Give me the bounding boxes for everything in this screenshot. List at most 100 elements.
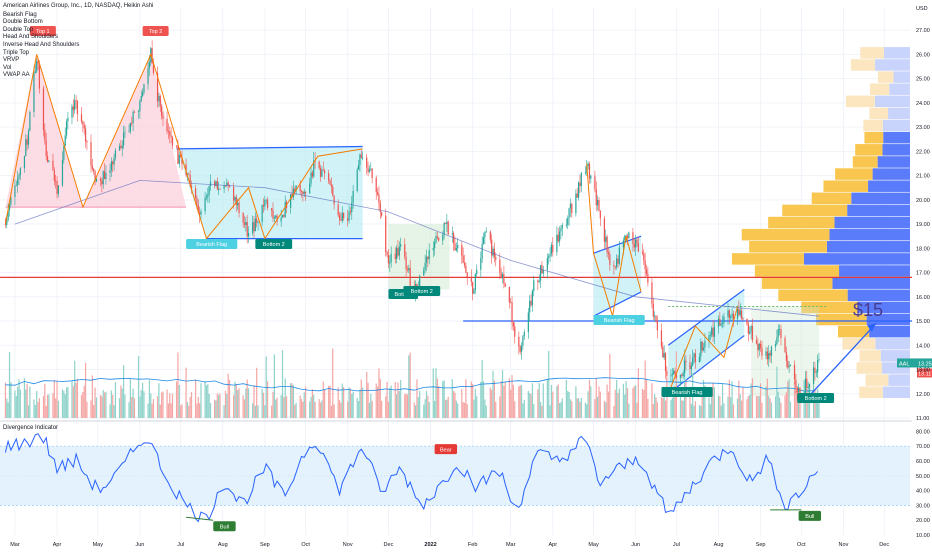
volume-bar [233, 395, 235, 418]
candle-body [300, 191, 303, 193]
oscillator-title[interactable]: Divergence Indicator [3, 425, 59, 431]
volume-bar [253, 385, 255, 418]
candle-body [579, 182, 581, 186]
candle-body [362, 157, 364, 159]
volume-bar [788, 379, 790, 418]
candle-body [215, 181, 217, 186]
volume-bar [132, 388, 134, 418]
volume-bar [370, 393, 372, 418]
volume-bar [447, 396, 449, 418]
time-tick-label: Oct [301, 542, 310, 548]
volume-bar [814, 388, 816, 418]
candle-body [357, 164, 360, 170]
legend-item[interactable]: Triple Top [3, 49, 30, 56]
volume-bar [376, 386, 379, 418]
candle-body [253, 222, 255, 232]
candle-body [606, 236, 608, 253]
volume-bar [539, 401, 542, 418]
candle-body [257, 222, 259, 223]
volume-bar [557, 384, 559, 418]
candle-body [438, 237, 440, 241]
volume-bar [419, 390, 421, 418]
legend-item[interactable]: Double Top [3, 26, 34, 33]
candle-body [598, 200, 600, 212]
candle-body [546, 257, 548, 270]
candle-body [337, 204, 339, 216]
volume-bar [156, 396, 159, 418]
legend-item[interactable]: Head And Shoulders [3, 34, 59, 41]
legend-item[interactable]: Inverse Head And Shoulders [3, 41, 80, 48]
volume-bar [739, 394, 741, 418]
volume-bar [381, 400, 383, 418]
volume-bar [492, 370, 494, 418]
volume-bar [63, 390, 65, 418]
candle-body [590, 175, 592, 179]
volume-bar [247, 388, 250, 418]
volume-bar [128, 402, 130, 418]
candle-body [476, 269, 478, 275]
candle-body [340, 219, 342, 221]
volume-bar [148, 380, 151, 418]
volume-bar [53, 379, 55, 418]
flag-upper-line [667, 289, 745, 346]
candle-body [489, 231, 491, 240]
legend-item[interactable]: VRVP [3, 57, 20, 64]
candle-body [681, 374, 683, 376]
time-tick-label: Sep [260, 542, 270, 548]
candle-body [556, 234, 558, 253]
volume-bar [332, 348, 334, 418]
volume-bar [159, 404, 161, 418]
volume-profile-up-bar [880, 350, 910, 362]
volume-bar [774, 396, 777, 418]
candle-body [321, 169, 323, 177]
volume-bar [470, 381, 472, 418]
candle-body [769, 352, 771, 356]
candle-body [427, 256, 429, 260]
candle-body [580, 172, 582, 186]
candle-body [708, 335, 710, 342]
candle-body [511, 302, 513, 323]
candle-body [386, 251, 388, 256]
volume-bar [546, 379, 548, 418]
candle-body [531, 290, 534, 306]
candle-body [561, 225, 563, 229]
label-bull: Bull [798, 510, 822, 521]
price-tick-label: 27.00 [916, 28, 930, 34]
volume-profile-down-bar [860, 47, 884, 59]
volume-bar [48, 394, 50, 418]
candle-body [523, 332, 525, 337]
candle-body [65, 121, 68, 136]
candle-body [548, 256, 550, 258]
volume-profile-down-bar [754, 265, 840, 277]
volume-bar [702, 379, 705, 418]
candle-body [110, 161, 112, 171]
volume-bar [812, 388, 815, 418]
volume-bar [599, 391, 601, 418]
candle-body [455, 248, 457, 251]
projection-arrow [806, 323, 877, 400]
candle-body [765, 351, 767, 356]
volume-profile-down-bar [782, 204, 848, 217]
candle-body [739, 310, 741, 315]
price-tick-label: 24.00 [916, 101, 930, 107]
legend-item[interactable]: Bearish Flag [3, 11, 37, 18]
candle-body [731, 313, 733, 317]
volume-bar [122, 365, 125, 418]
candle-body [397, 248, 399, 256]
legend-item[interactable]: Vol [3, 64, 12, 71]
last-price-text: 13.25 [918, 361, 932, 367]
volume-bar [651, 383, 653, 418]
time-tick-label: 2022 [424, 542, 436, 548]
legend-item[interactable]: VWAP AA [3, 72, 30, 79]
volume-bar [347, 401, 349, 418]
candle-body [730, 316, 732, 318]
label-bear: Bear [434, 444, 458, 455]
candle-body [693, 353, 695, 358]
candle-body [67, 117, 69, 122]
legend-item[interactable]: Double Bottom [3, 19, 43, 26]
candle-body [148, 62, 151, 69]
volume-bar [204, 381, 206, 418]
volume-profile-down-bar [741, 228, 830, 241]
volume-bar [351, 393, 353, 418]
